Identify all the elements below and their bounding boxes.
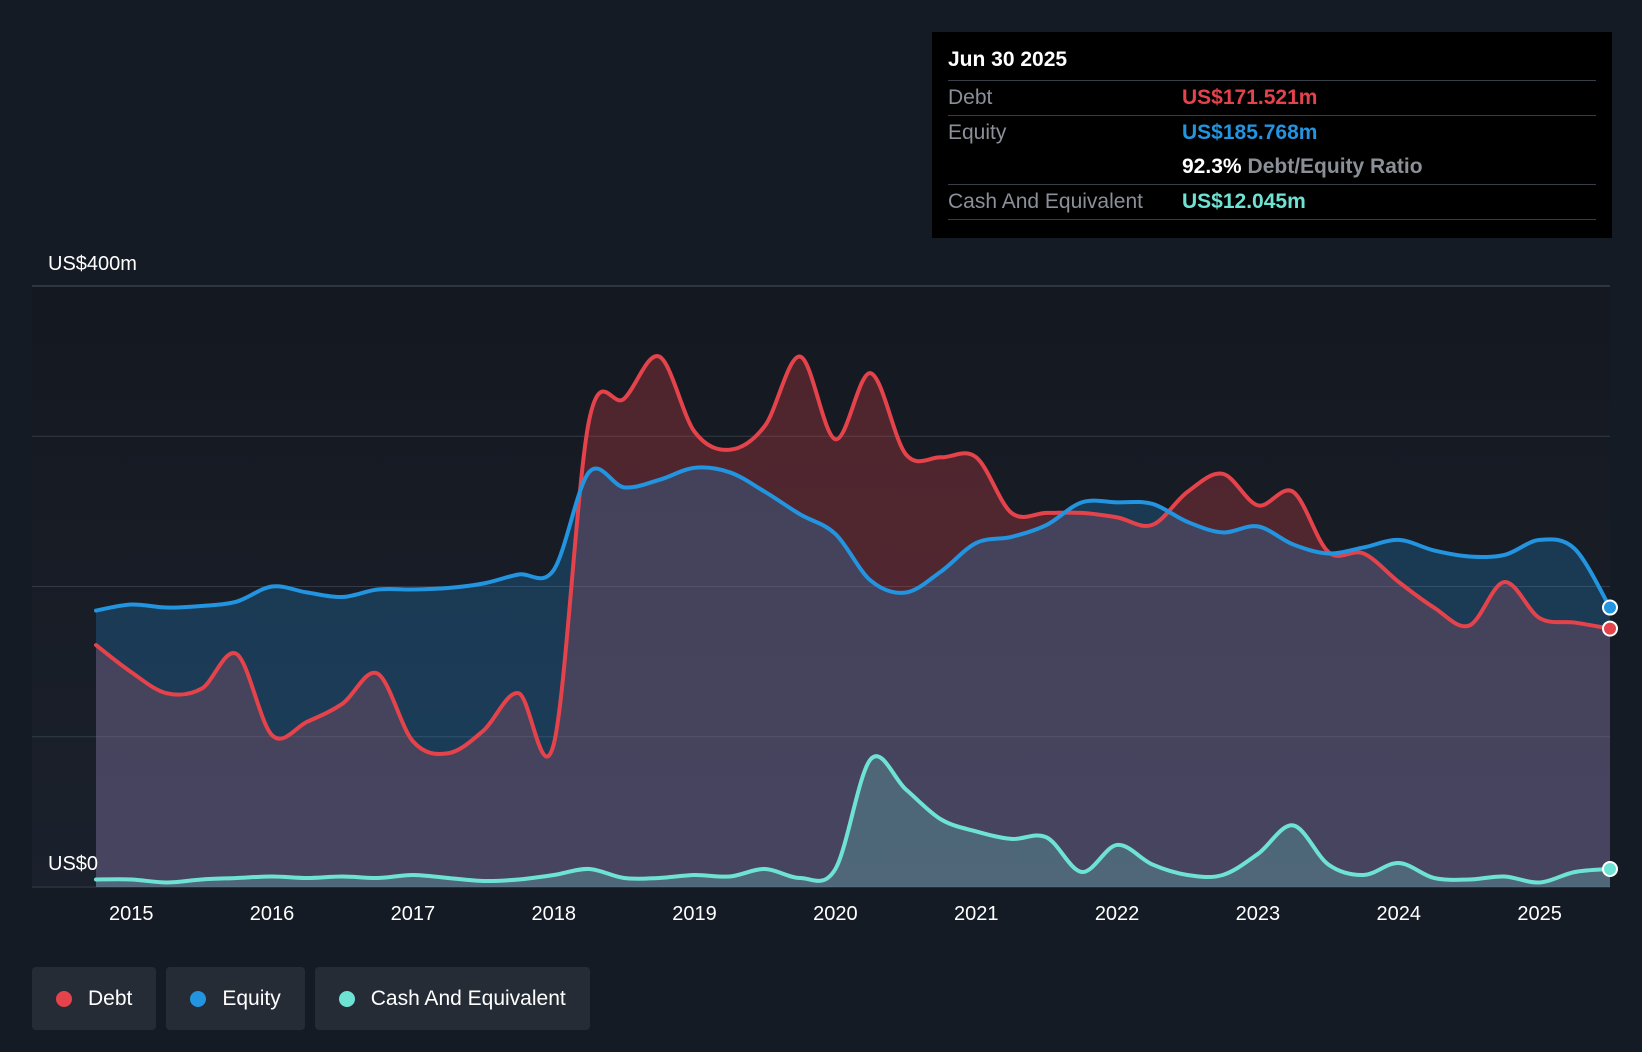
tooltip-cash-label: Cash And Equivalent bbox=[948, 190, 1143, 213]
tooltip-equity-row: Equity US$185.768m bbox=[948, 116, 1596, 150]
debt-area bbox=[96, 356, 1610, 888]
cash-and-equivalent-end-marker bbox=[1602, 860, 1618, 877]
cash-and-equivalent-line bbox=[94, 754, 1612, 885]
x-tick-label: 2021 bbox=[954, 903, 999, 925]
x-tick-label: 2025 bbox=[1517, 903, 1562, 925]
legend-item-debt[interactable]: Debt bbox=[32, 967, 157, 1030]
tooltip-cash-value: US$12.045m bbox=[1182, 190, 1306, 213]
legend-item-equity[interactable]: Equity bbox=[166, 967, 305, 1030]
equity-area bbox=[96, 467, 1610, 887]
tooltip-cash-row: Cash And Equivalent US$12.045m bbox=[948, 185, 1596, 220]
x-tick-label: 2019 bbox=[672, 903, 717, 925]
tooltip-ratio-label: Debt/Equity Ratio bbox=[1247, 155, 1423, 178]
tooltip-equity-value: US$185.768m bbox=[1182, 121, 1318, 144]
data-tooltip: Jun 30 2025 Debt US$171.521m Equity US$1… bbox=[932, 32, 1612, 238]
series-areas bbox=[96, 356, 1610, 888]
x-tick-label: 2024 bbox=[1376, 903, 1421, 925]
equity-line bbox=[94, 465, 1612, 613]
x-tick-label: 2017 bbox=[391, 903, 436, 925]
x-tick-label: 2022 bbox=[1095, 903, 1140, 925]
x-tick-label: 2023 bbox=[1236, 903, 1281, 925]
x-tick-label: 2018 bbox=[531, 903, 576, 925]
debt-line bbox=[94, 354, 1612, 759]
debt-equity-chart: 2015 2016 2017 2018 2019 2020 2021 2022 2023 2024… bbox=[32, 253, 1618, 925]
cash-dot-icon bbox=[338, 990, 355, 1007]
legend-item-cash[interactable]: Cash And Equivalent bbox=[314, 967, 590, 1030]
cash-and-equivalent-area bbox=[96, 756, 1610, 887]
equity-dot-icon bbox=[190, 990, 207, 1007]
x-tick-label: 2016 bbox=[250, 903, 295, 925]
equity-end-marker bbox=[1602, 599, 1618, 616]
grid-lines bbox=[32, 285, 1610, 888]
chart-legend: Debt Equity Cash And Equivalent bbox=[32, 967, 590, 1030]
x-tick-label: 2020 bbox=[813, 903, 858, 925]
tooltip-ratio-row: 92.3% Debt/Equity Ratio bbox=[948, 150, 1596, 185]
tooltip-debt-value: US$171.521m bbox=[1182, 86, 1318, 109]
debt-dot-icon bbox=[56, 990, 72, 1007]
legend-label-equity: Equity bbox=[222, 986, 281, 1010]
y-axis-top-label: US$400m bbox=[48, 253, 137, 275]
legend-label-cash: Cash And Equivalent bbox=[370, 986, 566, 1010]
tooltip-debt-label: Debt bbox=[948, 86, 993, 109]
tooltip-ratio-value: 92.3% bbox=[1182, 155, 1242, 178]
y-axis-bottom-label: US$0 bbox=[48, 853, 98, 875]
series-lines bbox=[94, 354, 1612, 885]
tooltip-debt-row: Debt US$171.521m bbox=[948, 81, 1596, 116]
tooltip-equity-label: Equity bbox=[948, 121, 1007, 144]
tooltip-date: Jun 30 2025 bbox=[948, 46, 1596, 81]
x-axis-ticks: 2015 2016 2017 2018 2019 2020 2021 2022 2023 2024… bbox=[109, 903, 1562, 925]
debt-end-marker bbox=[1602, 620, 1618, 637]
x-tick-label: 2015 bbox=[109, 903, 154, 925]
series-end-markers bbox=[1602, 599, 1618, 877]
legend-label-debt: Debt bbox=[88, 986, 133, 1010]
